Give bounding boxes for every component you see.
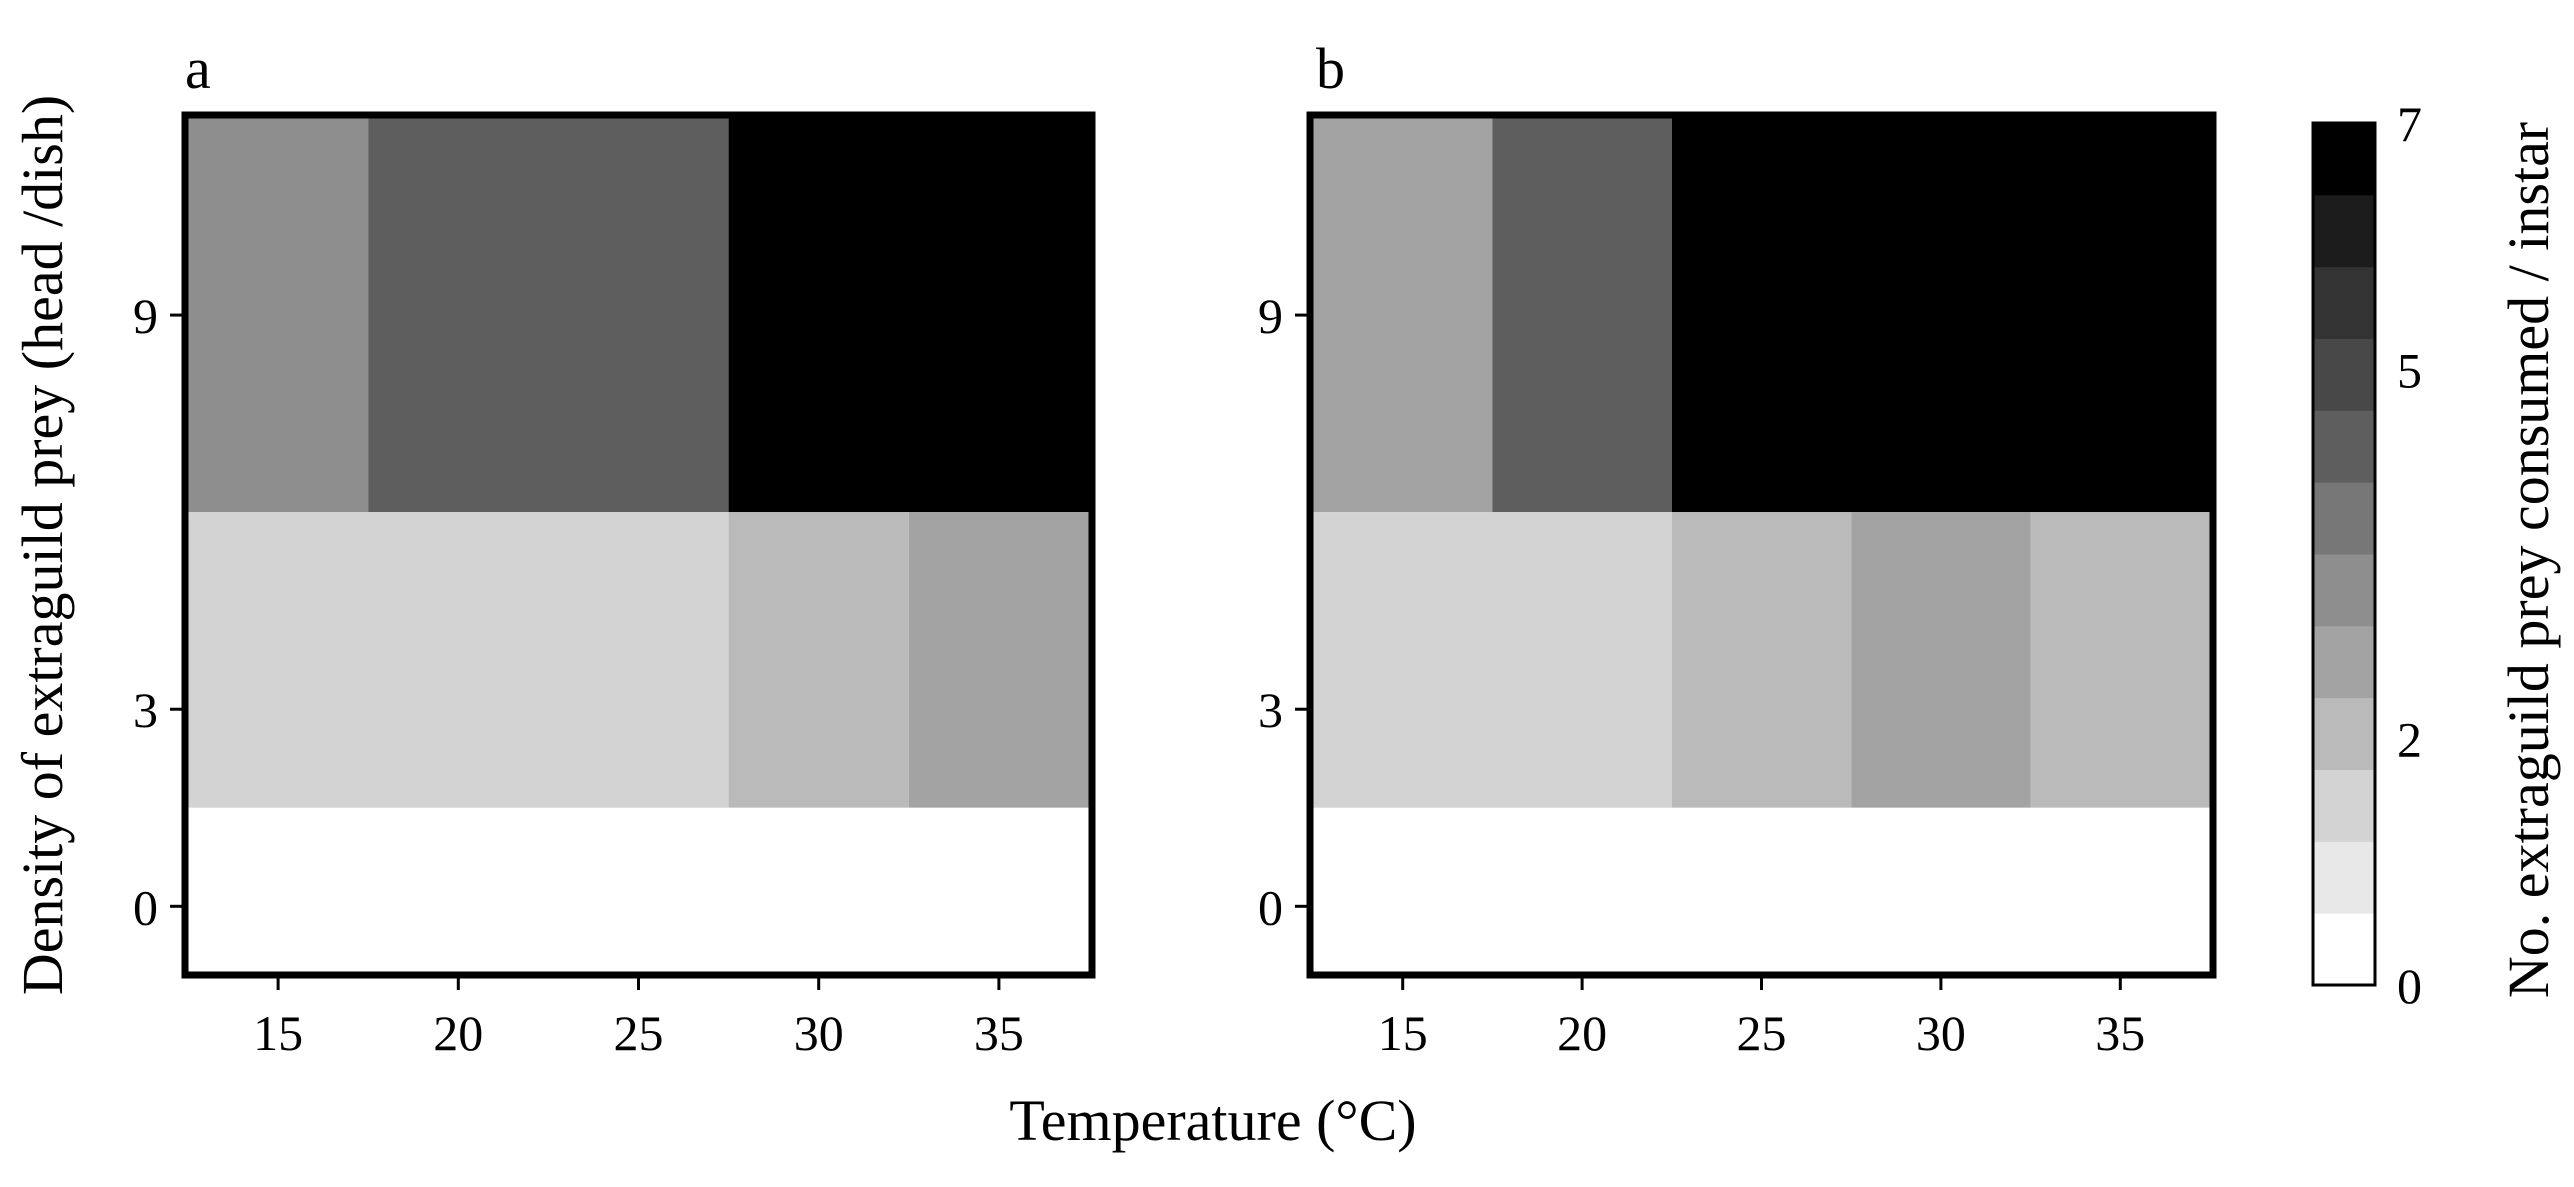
x-tick-label-b-3: 30 [1916, 1005, 1966, 1061]
heatmap-cell-a-6 [188, 807, 1089, 972]
y-tick-label-a-2: 9 [133, 288, 158, 344]
colorbar-ticks: 0 2 5 7 [2397, 96, 2422, 1014]
colorbar-band-1 [2313, 841, 2375, 914]
colorbar-band-3 [2313, 697, 2375, 770]
panel-b-ticks: 15 20 25 30 35 0 3 9 [1258, 288, 2145, 1061]
colorbar-band-5 [2313, 554, 2375, 627]
colorbar-band-10 [2313, 194, 2375, 268]
y-axis-label: Density of extraguild prey (head /dish) [10, 95, 75, 995]
colorbar-band-11 [2313, 123, 2375, 196]
heatmap-cell-a-5 [908, 512, 1089, 808]
heatmap-cell-a-1 [368, 118, 729, 513]
heatmap-cell-a-4 [728, 512, 909, 808]
heatmap-cell-b-1 [1492, 118, 1672, 513]
colorbar-label: No. extraguild prey consumed / instar [2496, 122, 2561, 998]
y-tick-label-b-2: 9 [1258, 288, 1283, 344]
heatmap-cell-a-2 [728, 118, 1089, 513]
x-tick-label-b-0: 15 [1378, 1005, 1428, 1061]
colorbar-band-4 [2313, 625, 2375, 699]
colorbar-tick-label-0: 0 [2397, 958, 2422, 1014]
panel-b-label: b [1316, 36, 1345, 101]
x-tick-label-b-2: 25 [1737, 1005, 1787, 1061]
colorbar-band-0 [2313, 913, 2375, 986]
colorbar-bands [2313, 123, 2375, 986]
x-tick-label-b-1: 20 [1557, 1005, 1607, 1061]
panel-a-cells [188, 118, 1089, 972]
heatmap-cell-a-0 [188, 118, 369, 513]
colorbar-frame [2311, 121, 2377, 987]
heatmap-cell-b-3 [1313, 512, 1672, 808]
y-tick-label-b-1: 3 [1258, 682, 1283, 738]
colorbar-band-2 [2313, 769, 2375, 842]
panel-a-label: a [185, 36, 211, 101]
x-axis-label: Temperature (°C) [1009, 1088, 1416, 1153]
x-tick-label-a-0: 15 [253, 1005, 303, 1061]
heatmap-panel-a: 15 20 25 30 35 0 3 9 a [133, 36, 1096, 1061]
colorbar-band-7 [2313, 410, 2375, 483]
heatmap-cell-b-6 [2030, 512, 2210, 808]
x-tick-label-a-2: 25 [614, 1005, 664, 1061]
colorbar-tick-label-1: 2 [2397, 712, 2422, 768]
x-tick-label-a-3: 30 [794, 1005, 844, 1061]
x-tick-label-a-4: 35 [974, 1005, 1024, 1061]
colorbar-band-9 [2313, 266, 2375, 339]
heatmap-cell-b-5 [1851, 512, 2031, 808]
x-tick-label-b-4: 35 [2095, 1005, 2145, 1061]
colorbar-band-8 [2313, 338, 2375, 411]
y-tick-label-a-0: 0 [133, 879, 158, 935]
heatmap-cell-b-4 [1671, 512, 1852, 808]
colorbar-band-6 [2313, 482, 2375, 555]
x-tick-label-a-1: 20 [433, 1005, 483, 1061]
heatmap-panel-b: 15 20 25 30 35 0 3 9 b [1258, 36, 2217, 1061]
y-tick-label-a-1: 3 [133, 682, 158, 738]
y-tick-label-b-0: 0 [1258, 879, 1283, 935]
heatmap-cell-b-2 [1671, 118, 2210, 513]
panel-b-cells [1313, 118, 2210, 972]
heatmap-cell-b-0 [1313, 118, 1493, 513]
heatmap-cell-a-3 [188, 512, 729, 808]
panel-a-ticks: 15 20 25 30 35 0 3 9 [133, 288, 1024, 1061]
colorbar: 0 2 5 7 No. extraguild prey consumed / inst… [2311, 96, 2561, 1014]
heatmap-cell-b-7 [1313, 807, 2210, 972]
colorbar-tick-label-3: 7 [2397, 96, 2422, 152]
colorbar-tick-label-2: 5 [2397, 342, 2422, 398]
